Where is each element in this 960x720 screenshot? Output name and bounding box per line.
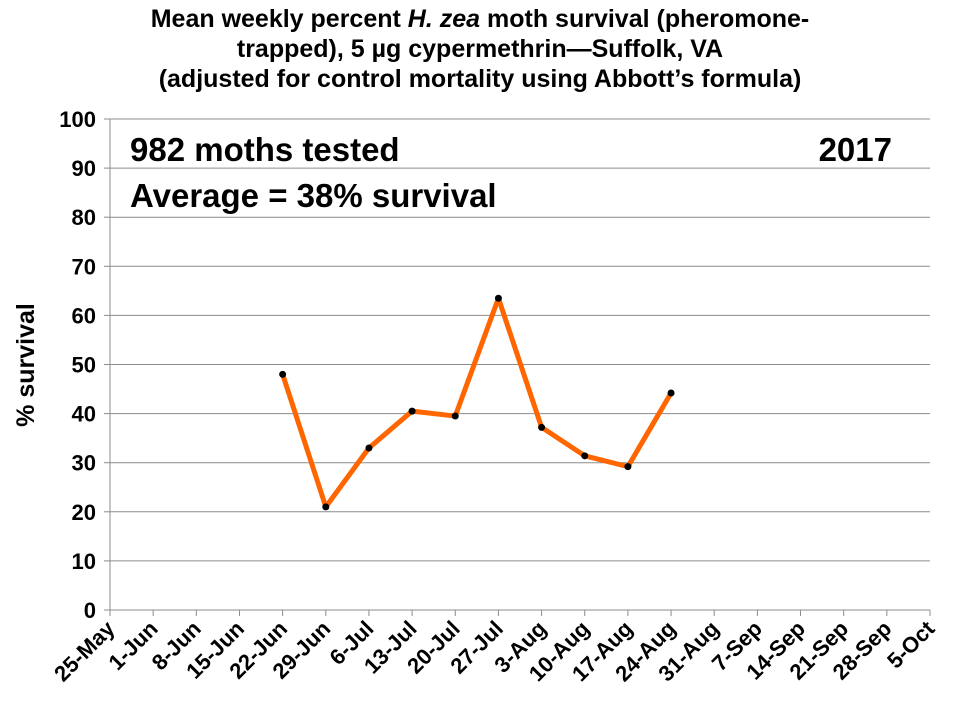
y-tick-label: 50: [72, 353, 96, 378]
x-tick-label: 5-Oct: [882, 615, 940, 673]
annotation-average: Average = 38% survival: [130, 177, 497, 214]
data-point: [624, 463, 632, 471]
chart-title: Mean weekly percent H. zea moth survival…: [0, 4, 960, 94]
data-point: [494, 294, 502, 302]
y-tick-label: 0: [84, 598, 96, 623]
y-axis-label: % survival: [12, 303, 40, 427]
y-tick-label: 90: [72, 156, 96, 181]
series-survival: [279, 294, 675, 511]
y-tick-label: 30: [72, 451, 96, 476]
title-species: H. zea: [407, 5, 481, 33]
y-tick-label: 20: [72, 500, 96, 525]
y-tick-labels: 0 10 20 30 40 50 60 70 80 90 100: [59, 107, 96, 623]
axes: [104, 118, 931, 616]
data-point: [451, 412, 459, 420]
annotation-year: 2017: [819, 131, 892, 168]
data-point: [581, 452, 589, 460]
data-point: [365, 444, 373, 452]
y-tick-label: 40: [72, 402, 96, 427]
y-tick-label: 60: [72, 303, 96, 328]
data-point: [279, 370, 287, 378]
x-tick-labels: 25-May1-Jun8-Jun15-Jun22-Jun29-Jun6-Jul1…: [49, 615, 940, 686]
y-tick-label: 100: [59, 107, 96, 132]
title-line-2: trapped), 5 µg cypermethrin—Suffolk, VA: [236, 35, 724, 63]
title-line-1-post: moth survival (pheromone-: [480, 5, 810, 33]
data-point: [538, 423, 546, 431]
title-line-1-pre: Mean weekly percent: [150, 5, 408, 33]
y-tick-label: 80: [72, 205, 96, 230]
data-point: [408, 407, 416, 415]
y-tick-label: 10: [72, 549, 96, 574]
title-line-3: (adjusted for control mortality using Ab…: [158, 65, 802, 93]
series-line: [280, 295, 674, 510]
data-point: [667, 389, 675, 397]
annotation-moths-tested: 982 moths tested: [130, 131, 400, 168]
title-line-1: Mean weekly percent H. zea moth survival…: [0, 4, 960, 34]
gridlines: [110, 118, 930, 562]
data-point: [322, 503, 330, 511]
x-tick-label: 1-Jun: [104, 616, 163, 675]
y-tick-label: 70: [72, 254, 96, 279]
